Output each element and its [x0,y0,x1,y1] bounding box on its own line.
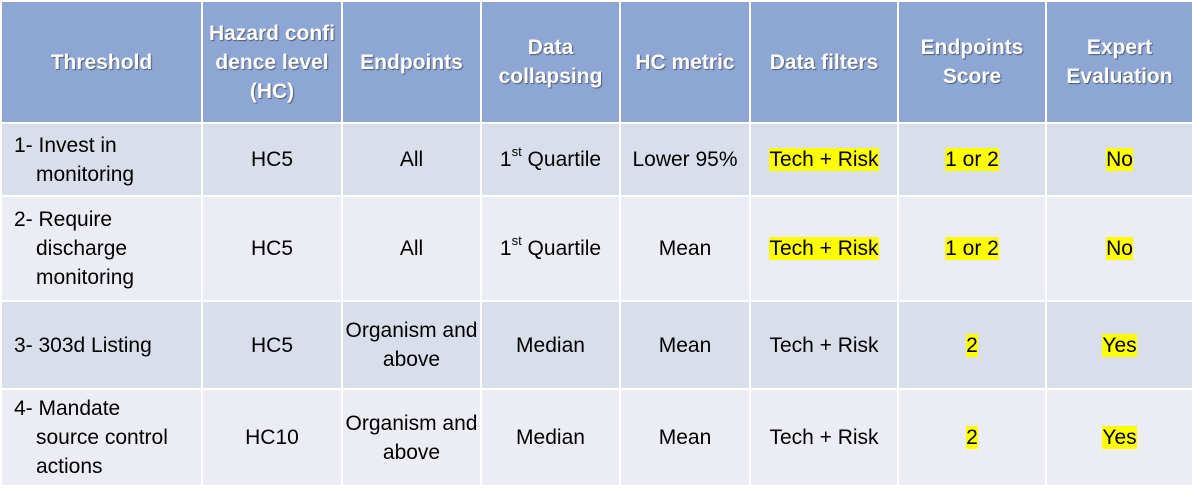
table-row: 2- Require discharge monitoring HC5 All … [0,195,1192,302]
metric-cell: Lower 95% [619,122,751,197]
collapsing-ordinal-suffix: st [511,144,522,159]
filters-cell: Tech + Risk [749,122,899,197]
endpoints-cell: Organism and above [341,388,482,487]
score-cell: 1 or 2 [897,195,1047,302]
collapsing-value: Quartile [521,148,602,171]
table-row: 1- Invest in monitoring HC5 All 1st Quar… [0,122,1192,197]
expert-cell: No [1045,122,1192,197]
endpoints-cell: All [341,195,482,302]
expert-value: No [1106,148,1133,171]
threshold-cell: 1- Invest in monitoring [0,122,203,197]
collapsing-cell: 1st Quartile [480,122,621,197]
expert-value: Yes [1102,426,1137,449]
collapsing-cell: Median [480,388,621,487]
threshold-label: 2- Require [14,208,113,231]
endpoints-cell: Organism and above [341,300,482,390]
threshold-label-cont: discharge monitoring [36,237,135,289]
score-value: 1 or 2 [945,237,999,260]
hc-cell: HC10 [201,388,343,487]
score-value: 2 [966,333,978,357]
collapsing-cell: 1st Quartile [480,195,621,302]
header-endpoints: Endpoints [341,0,482,124]
filters-value: Tech + Risk [769,148,879,171]
threshold-label-cont: monitoring [36,162,135,186]
header-expert-evaluation: Expert Evaluation [1045,0,1192,124]
filters-cell: Tech + Risk [749,388,899,487]
header-data-collapsing: Data collapsing [480,0,621,124]
collapsing-cell: Median [480,300,621,390]
hc-cell: HC5 [201,195,343,302]
filters-cell: Tech + Risk [749,195,899,302]
collapsing-value: Quartile [521,237,602,260]
expert-cell: Yes [1045,300,1192,390]
score-value: 2 [966,426,978,449]
filters-cell: Tech + Risk [749,300,899,390]
collapsing-ordinal-suffix: st [511,233,522,248]
expert-cell: Yes [1045,388,1192,487]
threshold-cell: 2- Require discharge monitoring [0,195,203,302]
table-row: 4- Mandate source control actions HC10 O… [0,388,1192,487]
header-endpoints-score: Endpoints Score [897,0,1047,124]
score-cell: 2 [897,300,1047,390]
hc-cell: HC5 [201,300,343,390]
score-cell: 2 [897,388,1047,487]
threshold-cell: 3- 303d Listing [0,300,203,390]
threshold-label: 3- 303d Listing [14,333,152,357]
endpoints-cell: All [341,122,482,197]
hc-cell: HC5 [201,122,343,197]
expert-value: Yes [1102,333,1137,357]
metric-cell: Mean [619,388,751,487]
header-data-filters: Data filters [749,0,899,124]
collapsing-ordinal: 1 [499,148,512,171]
threshold-cell: 4- Mandate source control actions [0,388,203,487]
score-value: 1 or 2 [945,148,999,171]
metric-cell: Mean [619,300,751,390]
header-threshold: Threshold [0,0,203,124]
header-hazard-confidence: Hazard confidence level (HC) [201,0,343,124]
metric-cell: Mean [619,195,751,302]
threshold-label-cont: source control actions [36,426,168,478]
threshold-label: 4- Mandate [14,397,121,420]
filters-value: Tech + Risk [769,237,879,260]
score-cell: 1 or 2 [897,122,1047,197]
expert-value: No [1106,237,1133,260]
threshold-label: 1- Invest in [14,133,117,157]
expert-cell: No [1045,195,1192,302]
collapsing-ordinal: 1 [499,237,512,260]
header-row: Threshold Hazard confidence level (HC) E… [0,0,1192,124]
header-hc-metric: HC metric [619,0,751,124]
table-row: 3- 303d Listing HC5 Organism and above M… [0,300,1192,390]
